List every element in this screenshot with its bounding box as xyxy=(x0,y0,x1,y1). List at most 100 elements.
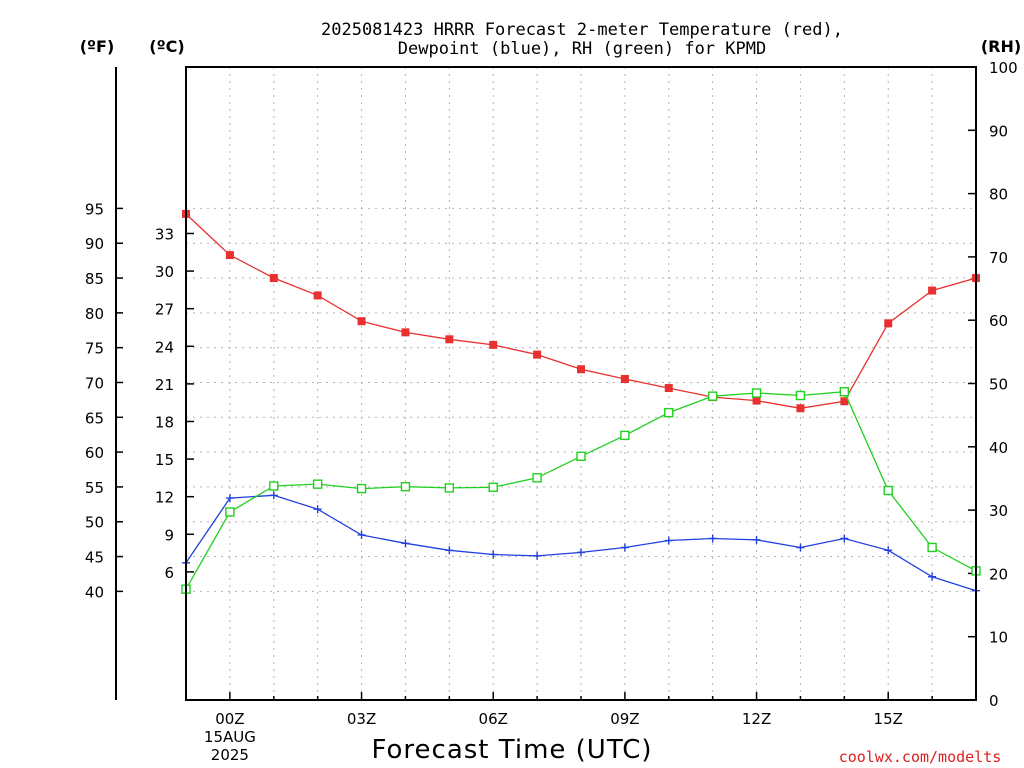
fahrenheit-tick-label: 80 xyxy=(85,305,104,323)
rh-point xyxy=(356,483,367,494)
rh-tick-label: 0 xyxy=(989,692,999,710)
chart-title-line1: 2025081423 HRRR Forecast 2-meter Tempera… xyxy=(321,20,843,40)
chart-title-line2: Dewpoint (blue), RH (green) for KPMD xyxy=(398,39,766,59)
x-tick-label: 06Z xyxy=(479,710,508,728)
celsius-tick-label: 18 xyxy=(155,413,174,431)
plot-frame xyxy=(185,66,977,701)
fahrenheit-tick-label: 40 xyxy=(85,583,104,601)
x-tick-year: 2025 xyxy=(211,746,249,764)
temperature-point xyxy=(533,350,542,359)
dewpoint-point xyxy=(445,546,454,555)
fahrenheit-tick-label: 95 xyxy=(85,200,104,218)
dewpoint-point xyxy=(401,539,410,548)
fahrenheit-tick-label: 60 xyxy=(85,444,104,462)
x-tick-label: 09Z xyxy=(610,710,639,728)
rh-point xyxy=(444,483,455,493)
rh-point xyxy=(707,391,718,401)
rh-point xyxy=(312,479,323,489)
dewpoint-point xyxy=(708,534,717,543)
celsius-unit-label: (ºC) xyxy=(149,37,184,56)
temperature-point xyxy=(884,319,893,328)
fahrenheit-tick-label: 85 xyxy=(85,270,104,288)
x-tick-label: 00Z xyxy=(215,710,244,728)
series-layer xyxy=(181,209,981,595)
temperature-point xyxy=(489,340,498,349)
celsius-tick-label: 33 xyxy=(155,225,174,243)
dewpoint-point xyxy=(752,535,761,544)
temperature-point xyxy=(225,251,234,260)
temperature-point xyxy=(840,397,849,406)
dewpoint-point xyxy=(533,551,542,560)
celsius-tick-label: 30 xyxy=(155,263,174,281)
rh-tick-label: 70 xyxy=(989,249,1008,267)
rh-point xyxy=(664,407,674,418)
rh-tick-label: 40 xyxy=(989,439,1008,457)
dewpoint-point xyxy=(489,550,498,559)
temperature-point xyxy=(796,404,805,413)
temperature-point xyxy=(620,375,629,384)
rh-tick-label: 20 xyxy=(989,565,1008,583)
rh-tick-label: 30 xyxy=(989,502,1008,520)
temperature-point xyxy=(269,274,278,283)
rh-point xyxy=(488,482,498,493)
temperature-point xyxy=(664,384,673,393)
fahrenheit-tick-label: 55 xyxy=(85,479,104,497)
dewpoint-point xyxy=(796,543,805,552)
rh-tick-label: 60 xyxy=(989,312,1008,330)
rh-line xyxy=(185,391,977,590)
rh-point xyxy=(576,451,586,461)
temperature-point xyxy=(401,328,410,337)
rh-point xyxy=(269,481,279,491)
celsius-tick-label: 21 xyxy=(155,376,174,394)
dewpoint-point xyxy=(840,534,849,543)
axes xyxy=(115,66,976,701)
celsius-tick-label: 12 xyxy=(155,489,174,507)
dewpoint-point xyxy=(577,548,585,557)
credit-text: coolwx.com/modelts xyxy=(839,748,1002,766)
rh-point xyxy=(883,485,893,496)
celsius-tick-label: 6 xyxy=(164,564,174,582)
x-tick-label: 03Z xyxy=(347,710,376,728)
grid-lines xyxy=(186,67,976,700)
fahrenheit-tick-label: 70 xyxy=(85,374,104,392)
dewpoint-point xyxy=(313,505,322,514)
celsius-tick-label: 27 xyxy=(155,301,174,319)
rh-tick-label: 80 xyxy=(989,186,1008,204)
rh-tick-label: 50 xyxy=(989,376,1008,394)
celsius-tick-label: 9 xyxy=(164,526,174,544)
temperature-point xyxy=(313,291,322,300)
temperature-point xyxy=(445,335,454,344)
dewpoint-point xyxy=(225,494,234,503)
rh-point xyxy=(927,542,937,553)
dewpoint-point xyxy=(884,546,893,555)
tick-labels: 40 45 50 55 60 65 70 75 80 85 90 95 6 9 12 15 18 21 24 27 30… xyxy=(85,59,1018,764)
temperature-point xyxy=(752,396,761,405)
dewpoint-point xyxy=(664,536,673,545)
fahrenheit-tick-label: 75 xyxy=(85,340,104,358)
rh-point xyxy=(532,473,542,483)
rh-point xyxy=(839,387,850,397)
dewpoint-point xyxy=(928,572,937,581)
rh-point xyxy=(795,390,806,401)
dewpoint-point xyxy=(357,530,366,539)
temperature-point xyxy=(928,286,937,295)
fahrenheit-tick-label: 50 xyxy=(85,514,104,532)
celsius-tick-label: 24 xyxy=(155,338,174,356)
x-tick-label: 12Z xyxy=(742,710,771,728)
rh-point xyxy=(400,481,411,492)
fahrenheit-tick-label: 65 xyxy=(85,409,104,427)
fahrenheit-tick-label: 90 xyxy=(85,235,104,253)
temperature-point xyxy=(357,317,366,326)
dewpoint-point xyxy=(620,543,629,552)
rh-point xyxy=(751,388,762,398)
celsius-tick-label: 15 xyxy=(155,451,174,469)
rh-unit-label: (RH) xyxy=(981,37,1021,56)
rh-tick-label: 90 xyxy=(989,122,1008,140)
rh-point xyxy=(225,507,235,517)
rh-tick-label: 10 xyxy=(989,629,1008,647)
dewpoint-point xyxy=(269,491,278,500)
fahrenheit-unit-label: (ºF) xyxy=(80,37,115,56)
x-tick-date: 15AUG xyxy=(204,728,256,746)
fahrenheit-tick-label: 45 xyxy=(85,549,104,567)
